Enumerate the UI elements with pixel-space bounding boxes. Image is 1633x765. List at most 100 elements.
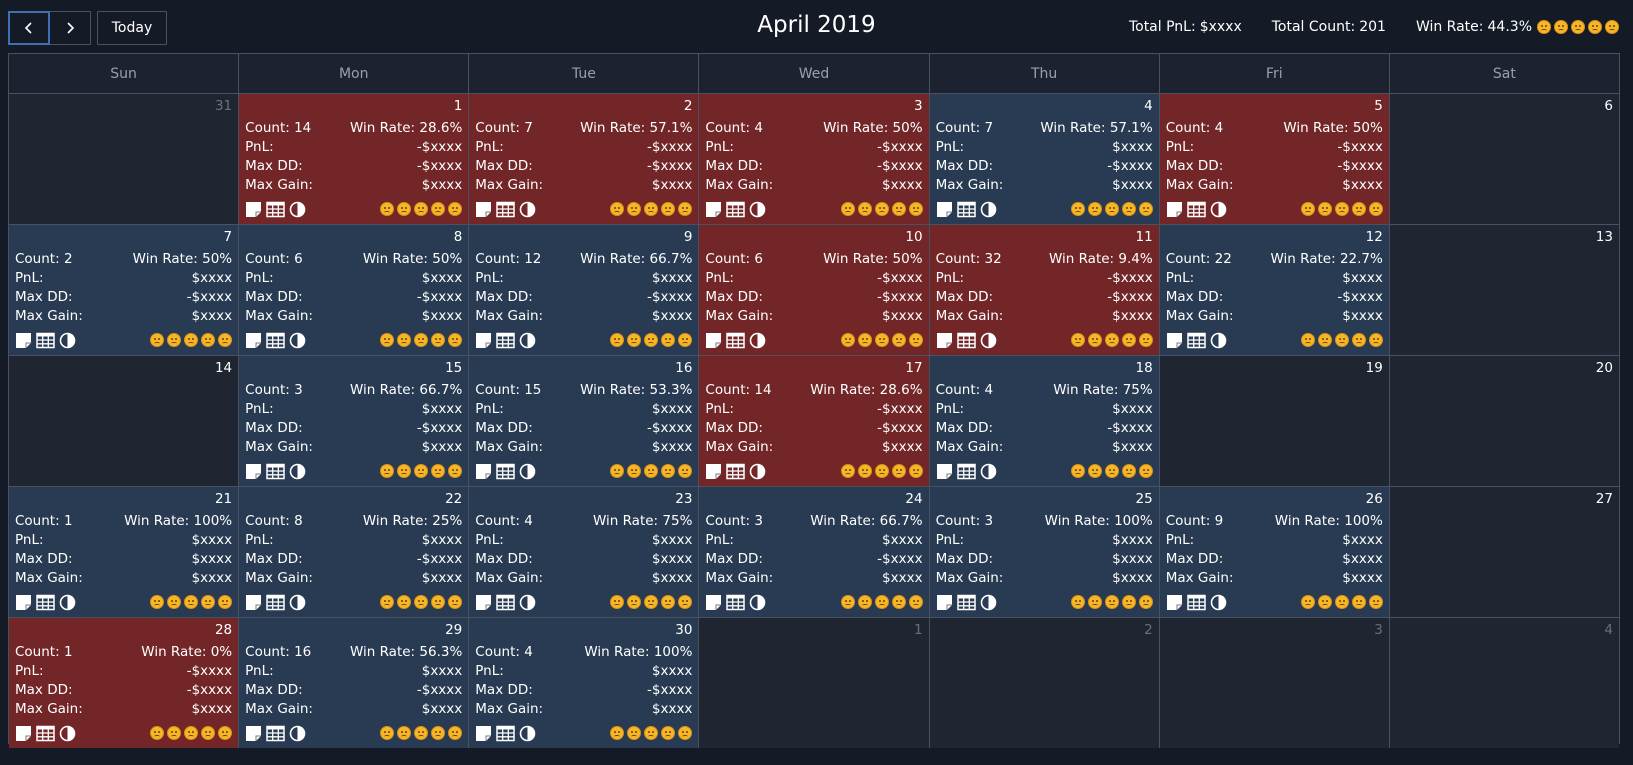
calendar-day-cell[interactable]: 1 Count: 14 Win Rate: 28.6% PnL: -$xxxx Max D…	[238, 94, 469, 224]
calendar-day-cell[interactable]: 1	[698, 618, 929, 748]
smiley-face-icon[interactable]	[397, 333, 412, 347]
contrast-icon[interactable]	[1210, 332, 1227, 349]
smiley-face-icon[interactable]	[431, 333, 446, 347]
calendar-day-cell[interactable]: 4	[1388, 618, 1619, 748]
note-icon[interactable]	[15, 332, 32, 349]
table-icon[interactable]	[36, 332, 55, 349]
smiley-face-icon[interactable]	[610, 464, 625, 478]
table-icon[interactable]	[956, 594, 976, 611]
smiley-face-icon[interactable]	[678, 595, 693, 609]
smiley-face-icon[interactable]	[1351, 202, 1366, 216]
smiley-face-icon[interactable]	[678, 202, 693, 216]
calendar-day-cell[interactable]: 18 Count: 4 Win Rate: 75% PnL: $xxxx Max DD: -…	[928, 356, 1159, 486]
smiley-face-icon[interactable]	[448, 333, 463, 347]
smiley-face-icon[interactable]	[184, 726, 199, 740]
smiley-face-icon[interactable]	[908, 202, 923, 216]
smiley-face-icon[interactable]	[840, 595, 855, 609]
calendar-day-cell[interactable]: 14	[9, 356, 239, 486]
smiley-face-icon[interactable]	[218, 726, 233, 740]
smiley-face-icon[interactable]	[840, 333, 855, 347]
calendar-day-cell[interactable]: 25 Count: 3 Win Rate: 100% PnL: $xxxx Max DD:…	[928, 487, 1159, 617]
smiley-face-icon[interactable]	[891, 333, 906, 347]
contrast-icon[interactable]	[749, 594, 766, 611]
table-icon[interactable]	[496, 463, 516, 480]
note-icon[interactable]	[475, 725, 492, 742]
smiley-face-icon[interactable]	[1087, 464, 1102, 478]
contrast-icon[interactable]	[980, 594, 997, 611]
smiley-face-icon[interactable]	[644, 726, 659, 740]
calendar-day-cell[interactable]: 2 Count: 7 Win Rate: 57.1% PnL: -$xxxx Max DD…	[468, 94, 699, 224]
smiley-face-icon[interactable]	[1605, 20, 1619, 34]
smiley-face-icon[interactable]	[380, 726, 395, 740]
smiley-face-icon[interactable]	[397, 202, 412, 216]
smiley-face-icon[interactable]	[661, 464, 676, 478]
smiley-face-icon[interactable]	[874, 595, 889, 609]
calendar-day-cell[interactable]: 15 Count: 3 Win Rate: 66.7% PnL: $xxxx Max DD…	[238, 356, 469, 486]
smiley-face-icon[interactable]	[644, 464, 659, 478]
smiley-face-icon[interactable]	[627, 202, 642, 216]
smiley-face-icon[interactable]	[908, 333, 923, 347]
note-icon[interactable]	[15, 594, 32, 611]
calendar-day-cell[interactable]: 31	[9, 94, 239, 224]
calendar-day-cell[interactable]: 23 Count: 4 Win Rate: 75% PnL: $xxxx Max DD: $…	[468, 487, 699, 617]
contrast-icon[interactable]	[289, 332, 306, 349]
smiley-face-icon[interactable]	[448, 202, 463, 216]
smiley-face-icon[interactable]	[201, 726, 216, 740]
smiley-face-icon[interactable]	[1087, 595, 1102, 609]
smiley-face-icon[interactable]	[1300, 333, 1315, 347]
smiley-face-icon[interactable]	[1104, 595, 1119, 609]
calendar-day-cell[interactable]: 7 Count: 2 Win Rate: 50% PnL: $xxxx Max DD: -$…	[9, 225, 239, 355]
smiley-face-icon[interactable]	[1368, 333, 1383, 347]
smiley-face-icon[interactable]	[431, 726, 446, 740]
smiley-face-icon[interactable]	[1317, 333, 1332, 347]
calendar-day-cell[interactable]: 30 Count: 4 Win Rate: 100% PnL: $xxxx Max DD:…	[468, 618, 699, 748]
note-icon[interactable]	[15, 725, 32, 742]
contrast-icon[interactable]	[59, 725, 76, 742]
smiley-face-icon[interactable]	[1070, 464, 1085, 478]
smiley-face-icon[interactable]	[891, 464, 906, 478]
contrast-icon[interactable]	[289, 725, 306, 742]
smiley-face-icon[interactable]	[448, 726, 463, 740]
smiley-face-icon[interactable]	[150, 333, 165, 347]
note-icon[interactable]	[475, 332, 492, 349]
contrast-icon[interactable]	[59, 332, 76, 349]
smiley-face-icon[interactable]	[167, 595, 182, 609]
smiley-face-icon[interactable]	[1070, 595, 1085, 609]
smiley-face-icon[interactable]	[150, 595, 165, 609]
smiley-face-icon[interactable]	[678, 333, 693, 347]
calendar-day-cell[interactable]: 4 Count: 7 Win Rate: 57.1% PnL: $xxxx Max DD:…	[928, 94, 1159, 224]
smiley-face-icon[interactable]	[380, 595, 395, 609]
table-icon[interactable]	[1186, 332, 1206, 349]
contrast-icon[interactable]	[519, 201, 536, 218]
contrast-icon[interactable]	[749, 463, 766, 480]
table-icon[interactable]	[1186, 594, 1206, 611]
smiley-face-icon[interactable]	[184, 595, 199, 609]
smiley-face-icon[interactable]	[1087, 333, 1102, 347]
smiley-face-icon[interactable]	[1571, 20, 1585, 34]
smiley-face-icon[interactable]	[1588, 20, 1602, 34]
calendar-day-cell[interactable]: 17 Count: 14 Win Rate: 28.6% PnL: -$xxxx Max …	[698, 356, 929, 486]
calendar-day-cell[interactable]: 11 Count: 32 Win Rate: 9.4% PnL: -$xxxx Max D…	[928, 225, 1159, 355]
table-icon[interactable]	[496, 594, 516, 611]
smiley-face-icon[interactable]	[891, 595, 906, 609]
smiley-face-icon[interactable]	[1334, 595, 1349, 609]
note-icon[interactable]	[936, 332, 953, 349]
smiley-face-icon[interactable]	[380, 464, 395, 478]
calendar-day-cell[interactable]: 2	[928, 618, 1159, 748]
calendar-day-cell[interactable]: 16 Count: 15 Win Rate: 53.3% PnL: $xxxx Max D…	[468, 356, 699, 486]
table-icon[interactable]	[496, 332, 516, 349]
smiley-face-icon[interactable]	[1121, 202, 1136, 216]
note-icon[interactable]	[475, 201, 492, 218]
note-icon[interactable]	[936, 201, 953, 218]
calendar-day-cell[interactable]: 12 Count: 22 Win Rate: 22.7% PnL: $xxxx Max D…	[1158, 225, 1389, 355]
contrast-icon[interactable]	[519, 463, 536, 480]
smiley-face-icon[interactable]	[1317, 595, 1332, 609]
table-icon[interactable]	[266, 201, 285, 218]
prev-month-button[interactable]	[8, 11, 50, 45]
note-icon[interactable]	[1166, 201, 1183, 218]
table-icon[interactable]	[496, 201, 516, 218]
smiley-face-icon[interactable]	[610, 595, 625, 609]
smiley-face-icon[interactable]	[1104, 202, 1119, 216]
note-icon[interactable]	[475, 594, 492, 611]
smiley-face-icon[interactable]	[627, 726, 642, 740]
